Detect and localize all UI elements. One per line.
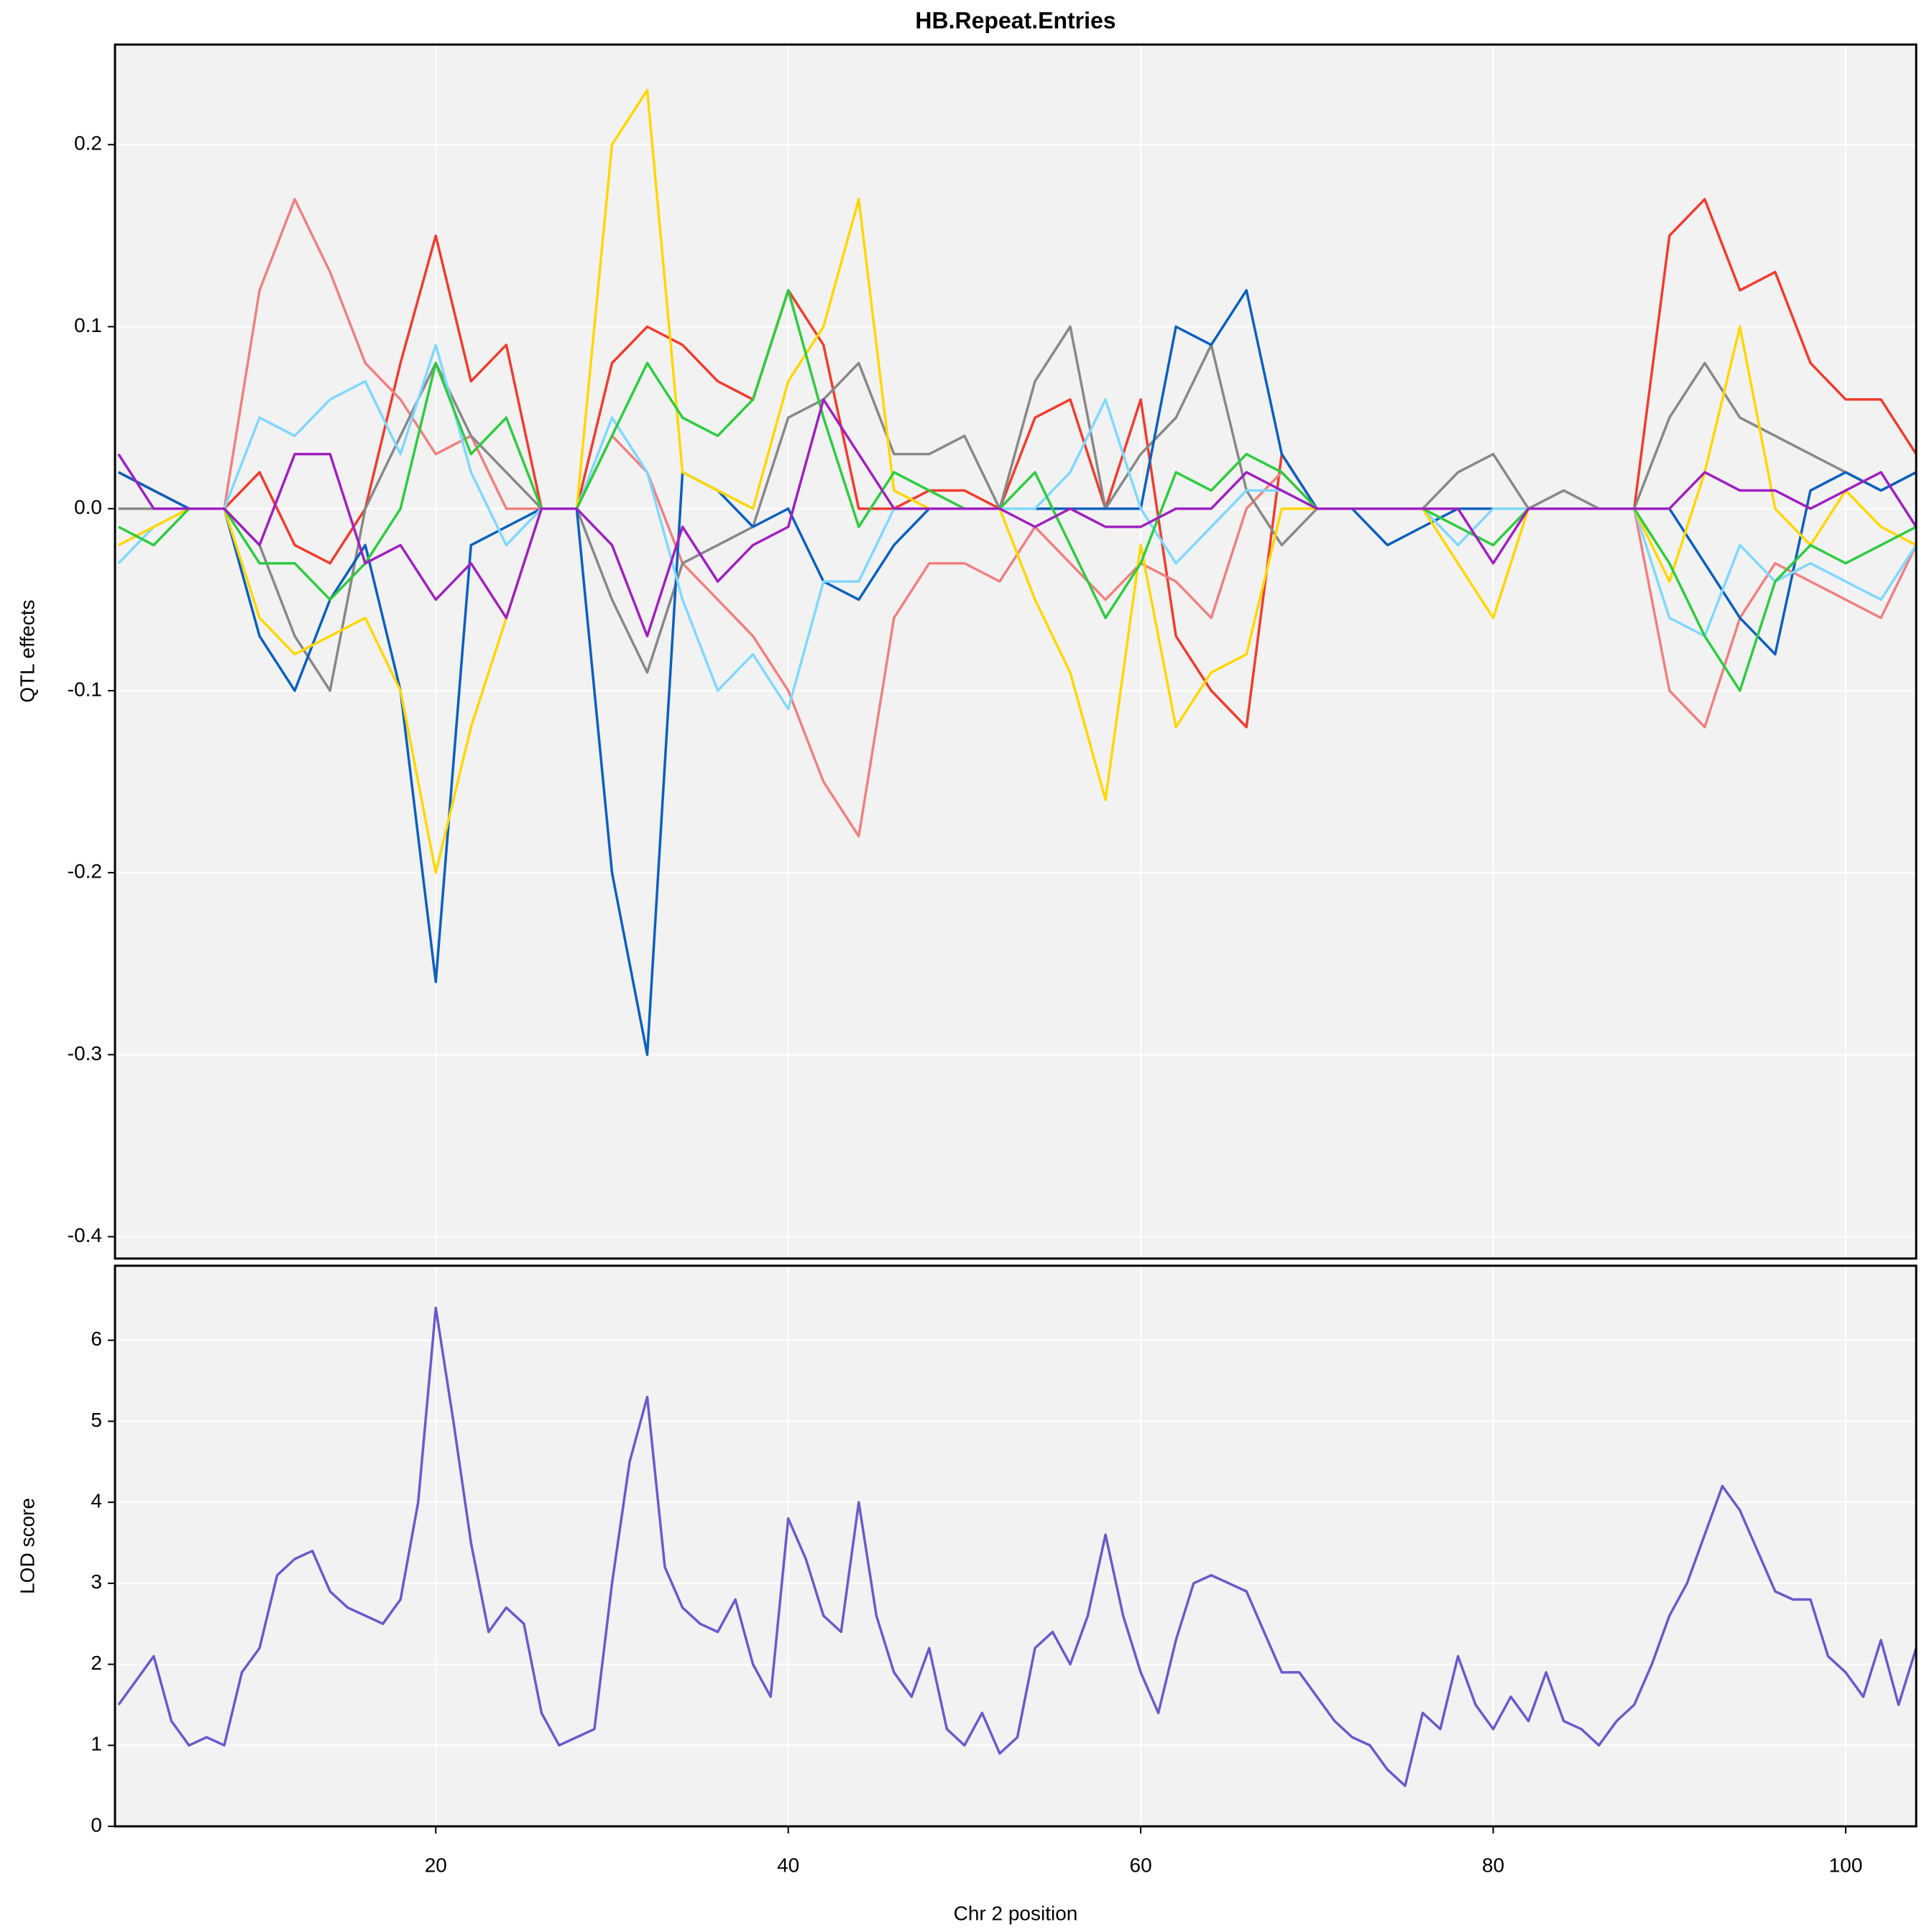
y-tick-label: 6 xyxy=(91,1328,102,1350)
x-tick-label: 100 xyxy=(1829,1854,1863,1876)
y-tick-label: 2 xyxy=(91,1652,102,1674)
data-line xyxy=(117,398,1918,638)
y-tick-label: 0 xyxy=(91,1813,102,1836)
x-axis-label: Chr 2 position xyxy=(954,1902,1078,1924)
plot-background xyxy=(115,1266,1916,1826)
y-tick-label: -0.4 xyxy=(68,1224,102,1246)
x-tick-label: 60 xyxy=(1130,1854,1152,1876)
data-line xyxy=(117,1306,1918,1788)
plot-background xyxy=(115,45,1916,1259)
y-tick-label: 0.2 xyxy=(74,132,102,155)
chart-title: HB.Repeat.Entries xyxy=(915,7,1116,33)
y-tick-label: 3 xyxy=(91,1570,102,1593)
y-tick-label: 0.0 xyxy=(74,496,102,518)
y-tick-label: 5 xyxy=(91,1409,102,1431)
y-axis-label: QTL effects xyxy=(16,599,38,702)
plot-frame xyxy=(114,1264,1918,1828)
plot-frame xyxy=(114,43,1918,1260)
y-tick-label: 1 xyxy=(91,1733,102,1755)
y-tick-label: -0.3 xyxy=(68,1042,102,1064)
y-tick-label: 0.1 xyxy=(74,314,102,336)
y-tick-label: 4 xyxy=(91,1490,102,1512)
y-tick-label: -0.2 xyxy=(68,860,102,883)
x-tick-label: 80 xyxy=(1482,1854,1504,1876)
y-axis-label: LOD score xyxy=(16,1498,38,1594)
x-tick-label: 20 xyxy=(425,1854,447,1876)
y-tick-label: -0.1 xyxy=(68,678,102,700)
x-tick-label: 40 xyxy=(777,1854,799,1876)
